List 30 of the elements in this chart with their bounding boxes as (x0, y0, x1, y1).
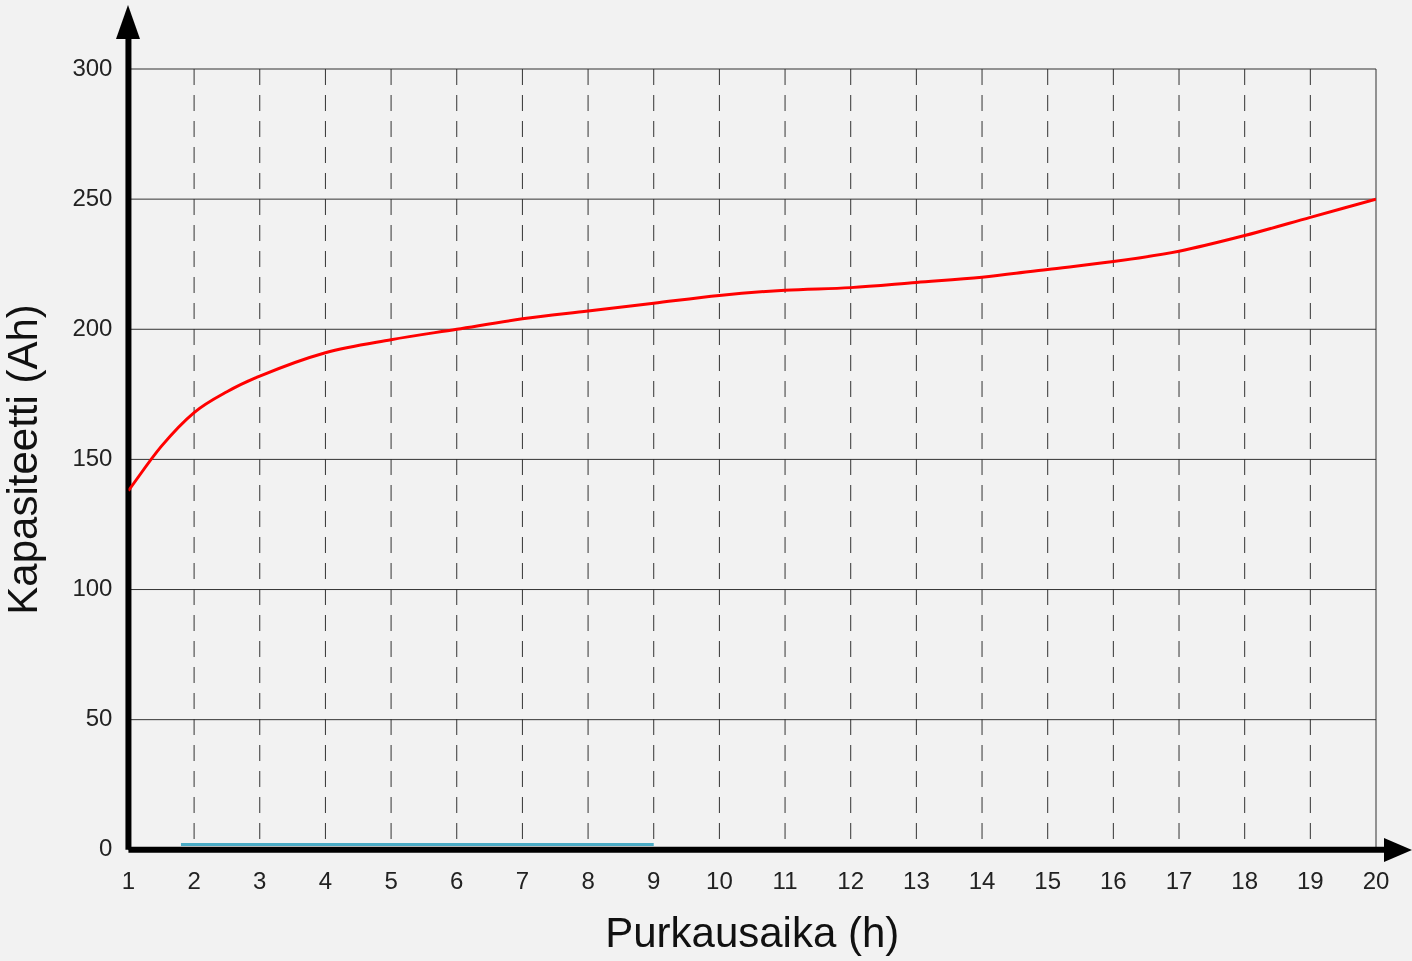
x-tick-label: 14 (968, 866, 996, 894)
x-tick-label: 13 (903, 866, 930, 894)
x-tick-label: 3 (253, 866, 267, 894)
x-tick-label: 9 (647, 866, 661, 894)
y-tick-label: 150 (72, 444, 113, 472)
x-tick-label: 6 (450, 866, 464, 894)
y-tick-label: 250 (72, 183, 113, 211)
x-tick-label: 12 (837, 866, 865, 894)
x-tick-label: 20 (1362, 866, 1390, 894)
x-axis-title: Purkausaika (h) (605, 909, 900, 957)
y-axis-title: Kapasiteetti (Ah) (0, 304, 46, 615)
line-series (128, 197, 1376, 493)
y-tick-label: 50 (85, 704, 113, 732)
x-tick-label: 8 (581, 866, 595, 894)
y-tick-label: 100 (72, 574, 113, 602)
x-tick-label: 7 (515, 866, 530, 894)
y-tick-label: 0 (99, 834, 113, 862)
x-tick-label: 17 (1165, 866, 1193, 894)
y-tick-label: 300 (72, 53, 113, 81)
x-tick-label: 16 (1100, 866, 1127, 894)
x-tick-label: 1 (121, 866, 136, 894)
x-tick-label: 5 (384, 866, 398, 894)
x-tick-label: 19 (1296, 866, 1324, 894)
x-tick-label: 15 (1034, 866, 1062, 894)
x-tick-label: 2 (187, 866, 201, 894)
x-tick-label: 11 (772, 866, 798, 894)
y-tick-label: 200 (72, 313, 113, 341)
x-tick-label: 10 (706, 866, 733, 894)
x-tick-label: 18 (1231, 866, 1259, 894)
x-tick-label: 4 (318, 866, 333, 894)
